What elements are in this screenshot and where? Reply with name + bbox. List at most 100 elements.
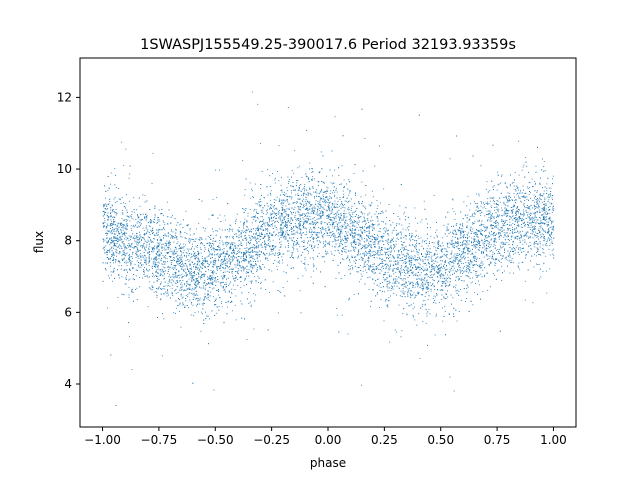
data-point [397,251,399,253]
data-point [263,196,265,198]
data-point [459,259,461,261]
data-point [491,224,492,226]
data-point [456,246,458,248]
data-point [183,254,185,256]
data-point [227,262,229,264]
data-point [180,258,182,260]
data-point [379,257,381,259]
data-point [359,234,361,236]
data-point [162,263,164,265]
data-point [464,243,466,244]
data-point [278,257,279,258]
data-point [412,272,414,274]
data-point [373,244,375,246]
data-point [219,282,221,283]
data-point [391,232,393,234]
data-point [269,220,271,222]
data-point [190,303,192,305]
data-point [298,186,300,188]
data-point [243,268,245,270]
data-point [509,200,511,202]
data-point [444,267,446,269]
data-point [310,204,312,206]
data-point [542,207,544,209]
data-point [500,245,502,247]
data-point [543,213,545,215]
data-point [302,194,304,196]
data-point [195,265,197,267]
data-point [112,247,114,249]
data-point [181,260,183,262]
data-point [258,256,260,258]
data-point [154,213,156,215]
data-point [267,229,269,231]
data-point [364,244,366,246]
data-point [129,215,131,217]
data-point [128,257,130,259]
data-point [209,300,211,301]
data-point [333,203,335,205]
data-point [360,256,362,258]
data-point [447,274,449,276]
data-point [338,234,340,236]
data-point [270,206,272,208]
data-point [549,216,551,218]
data-point [510,224,512,226]
data-point [349,265,351,267]
data-point [232,275,234,277]
data-point [272,249,274,251]
data-point [266,228,268,229]
data-point [520,201,522,203]
data-point [535,226,536,228]
data-point [487,203,489,205]
data-point [117,245,119,247]
data-point [494,240,496,242]
data-point [287,107,289,108]
data-point [262,213,264,214]
data-point [211,283,213,285]
data-point [359,240,361,242]
data-point [470,250,472,252]
data-point [189,285,191,287]
data-point [284,210,286,212]
data-point [204,311,206,313]
data-point [518,140,520,142]
data-point [414,217,416,219]
data-point [388,283,390,284]
data-point [506,216,507,218]
data-point [355,259,357,261]
data-point [370,264,371,266]
data-point [530,224,532,226]
data-point [480,205,482,207]
data-point [506,232,508,234]
data-point [226,266,228,268]
data-point [498,232,500,234]
data-point [192,255,194,257]
data-point [269,245,270,247]
data-point [273,206,275,208]
data-point [491,220,493,222]
data-point [255,263,256,265]
data-point [468,262,470,264]
data-point [284,208,286,210]
data-point [543,218,545,219]
data-point [536,243,538,245]
data-point [296,220,298,222]
data-point [369,254,371,256]
data-point [401,224,403,226]
data-point [302,251,304,253]
data-point [188,238,190,240]
data-point [215,278,216,280]
data-point [311,230,313,232]
data-point [506,198,508,200]
data-point [150,242,152,244]
data-point [446,284,448,286]
data-point [369,265,371,267]
data-point [402,313,404,315]
data-point [110,172,112,174]
data-point [175,265,177,267]
data-point [201,256,203,258]
data-point [444,272,446,273]
data-point [171,250,173,252]
data-point [253,293,255,295]
